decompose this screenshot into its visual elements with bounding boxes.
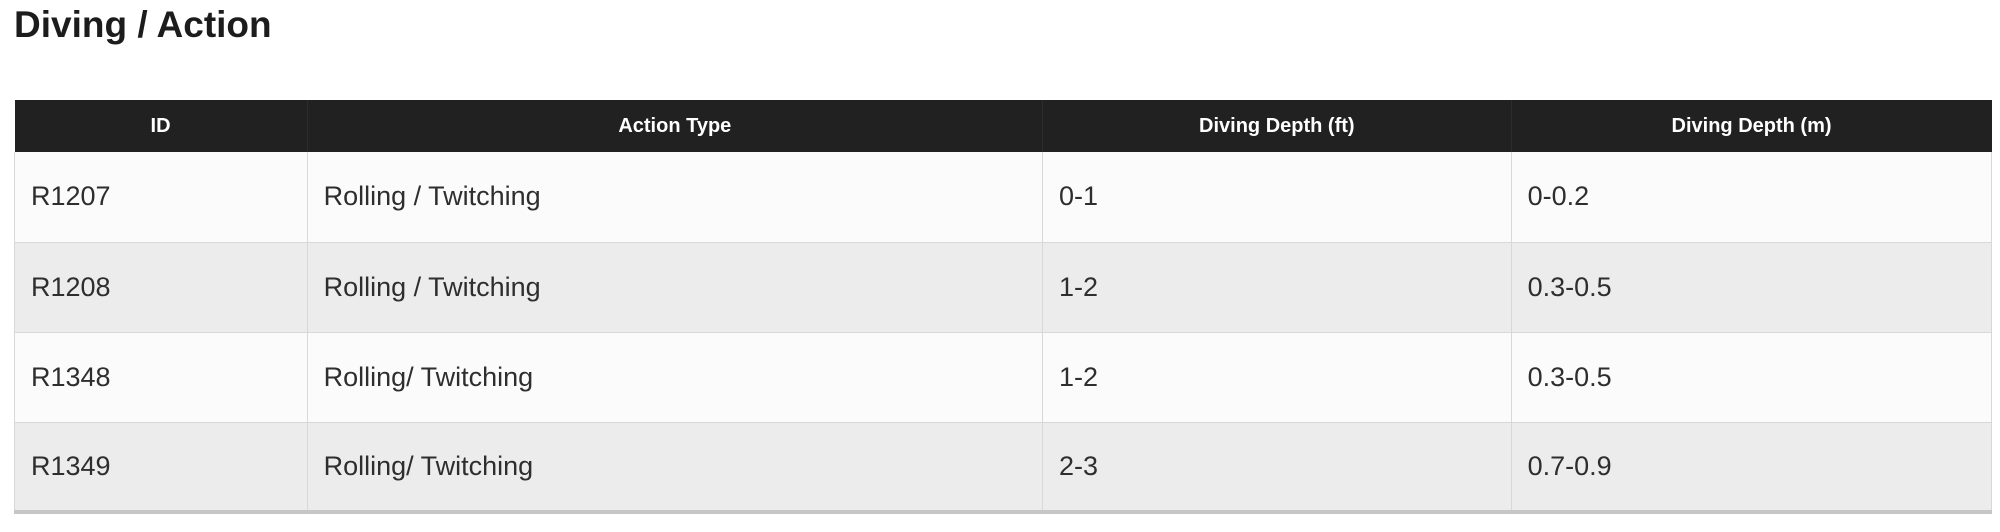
table-row: R1349 Rolling/ Twitching 2-3 0.7-0.9 xyxy=(14,422,1993,513)
cell-depth-m: 0.3-0.5 xyxy=(1510,332,1993,423)
cell-id: R1207 xyxy=(14,152,308,243)
cell-action-type: Rolling / Twitching xyxy=(306,152,1044,243)
cell-id: R1348 xyxy=(14,332,308,423)
page-title: Diving / Action xyxy=(14,4,272,45)
table-row: R1207 Rolling / Twitching 0-1 0-0.2 xyxy=(14,152,1993,243)
table-row: R1208 Rolling / Twitching 1-2 0.3-0.5 xyxy=(14,242,1993,333)
cell-action-type: Rolling/ Twitching xyxy=(306,422,1044,513)
cell-depth-ft: 1-2 xyxy=(1042,242,1512,333)
table-row: R1348 Rolling/ Twitching 1-2 0.3-0.5 xyxy=(14,332,1993,423)
table-body: R1207 Rolling / Twitching 0-1 0-0.2 R120… xyxy=(14,152,1993,513)
cell-depth-m: 0.7-0.9 xyxy=(1510,422,1993,513)
column-header-depth-m: Diving Depth (m) xyxy=(1511,100,1992,152)
cell-action-type: Rolling/ Twitching xyxy=(306,332,1044,423)
cell-depth-ft: 0-1 xyxy=(1042,152,1512,243)
column-header-action-type: Action Type xyxy=(307,100,1044,152)
cell-depth-ft: 1-2 xyxy=(1042,332,1512,423)
cell-depth-m: 0.3-0.5 xyxy=(1510,242,1993,333)
cell-id: R1349 xyxy=(14,422,308,513)
cell-action-type: Rolling / Twitching xyxy=(306,242,1044,333)
cell-depth-ft: 2-3 xyxy=(1042,422,1512,513)
diving-action-table: ID Action Type Diving Depth (ft) Diving … xyxy=(14,100,1993,514)
cell-depth-m: 0-0.2 xyxy=(1510,152,1993,243)
table-header-row: ID Action Type Diving Depth (ft) Diving … xyxy=(14,100,1992,152)
cell-id: R1208 xyxy=(14,242,308,333)
column-header-id: ID xyxy=(14,100,308,152)
column-header-depth-ft: Diving Depth (ft) xyxy=(1042,100,1512,152)
table-header: ID Action Type Diving Depth (ft) Diving … xyxy=(14,100,1992,152)
